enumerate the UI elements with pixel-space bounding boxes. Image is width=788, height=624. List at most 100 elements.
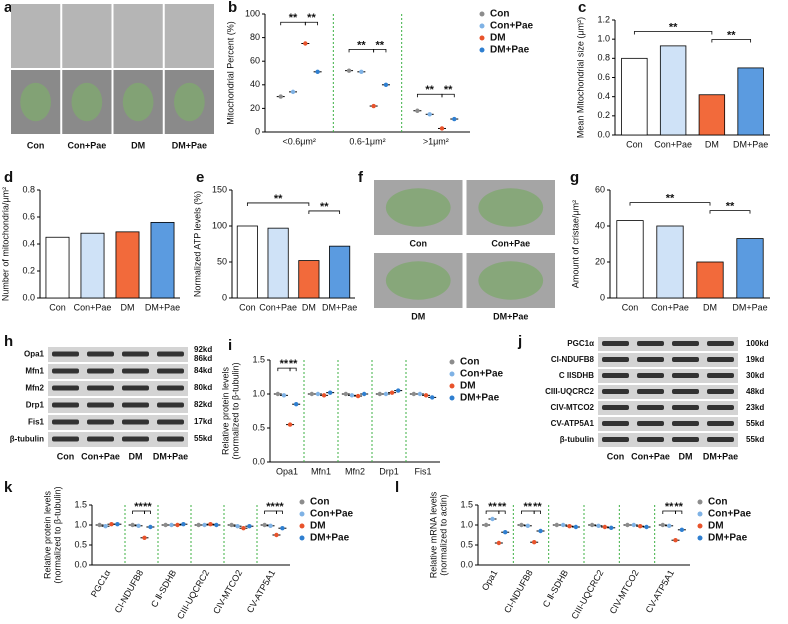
y-tick-label: 0.8 xyxy=(597,53,610,63)
blot-size: 48kd xyxy=(746,387,764,396)
blot-band xyxy=(637,373,664,378)
blot-size: 55kd xyxy=(194,434,212,443)
mean-dot xyxy=(452,116,457,122)
legend-marker xyxy=(697,523,703,529)
blot-band xyxy=(52,419,79,425)
mean-dot xyxy=(169,522,174,528)
y-tick-label: 0.0 xyxy=(460,559,473,569)
x-tick-label: Opa1 xyxy=(480,568,500,592)
y-tick-label: 0 xyxy=(600,292,605,302)
sig-bracket xyxy=(308,210,341,214)
mean-dot xyxy=(349,393,355,398)
y-axis-label: Mitochondrial Percent (%) xyxy=(225,21,235,125)
y-axis-label: Amount of cristae/μm² xyxy=(570,200,580,288)
blot-size: 82kd xyxy=(194,400,212,409)
sig-label: ** xyxy=(357,39,366,51)
blot-name: PGC1α xyxy=(567,339,594,348)
sig-bracket xyxy=(709,210,751,214)
blot-band xyxy=(87,368,114,374)
y-tick-label: 0.2 xyxy=(22,265,35,275)
mito-overlay xyxy=(71,82,103,122)
mean-dot xyxy=(136,523,141,528)
blot-band xyxy=(637,437,664,442)
y-tick-label: 60 xyxy=(595,184,605,194)
x-tick-label: 0.6-1μm² xyxy=(349,136,385,146)
mean-dot xyxy=(531,540,537,545)
y-axis-label: Relative protein levels xyxy=(220,366,230,455)
mean-dot xyxy=(411,391,417,397)
blot-strip xyxy=(48,364,188,379)
mean-dot xyxy=(346,68,352,73)
sig-label: ** xyxy=(274,193,283,205)
blot-band xyxy=(672,421,699,426)
sig-bracket xyxy=(711,39,752,43)
legend-marker xyxy=(479,23,485,29)
legend-label: Con xyxy=(460,357,479,368)
blot-band xyxy=(672,389,699,394)
blot-name: C IISDHB xyxy=(559,371,594,380)
blot-size: 100kd xyxy=(746,339,769,348)
mean-dot xyxy=(315,391,321,397)
mean-dot xyxy=(496,540,502,546)
mean-dot xyxy=(109,522,114,527)
mean-dot xyxy=(625,522,630,528)
mean-dot xyxy=(573,524,579,530)
mean-dot xyxy=(274,532,279,538)
mean-dot xyxy=(359,69,364,75)
blot-band xyxy=(602,341,629,346)
blot-strip xyxy=(598,353,738,367)
bar xyxy=(698,94,726,136)
mean-dot xyxy=(280,526,285,531)
mean-dot xyxy=(560,522,566,528)
mean-dot xyxy=(97,522,102,528)
sig-label: ** xyxy=(425,84,434,96)
x-tick-label: DM xyxy=(302,302,316,312)
lane-label: DM xyxy=(129,451,143,461)
legend-marker xyxy=(449,359,455,365)
blot-band xyxy=(52,402,79,408)
blot-size: 55kd xyxy=(746,435,764,444)
image-label: DM+Pae xyxy=(493,311,528,321)
mean-dot xyxy=(142,535,147,540)
mean-dot xyxy=(163,522,168,528)
blot-band xyxy=(672,341,699,346)
sig-label: ** xyxy=(266,501,275,513)
y-tick-label: 0 xyxy=(255,126,260,136)
legend-label: Con+Pae xyxy=(490,21,534,32)
blot-strip xyxy=(598,385,738,399)
panel-label: e xyxy=(196,169,204,186)
blot-size: 30kd xyxy=(746,371,764,380)
legend-marker xyxy=(697,535,703,541)
blot-size: 86kd xyxy=(194,354,212,363)
x-tick-label: >1μm² xyxy=(423,136,449,146)
x-tick-label: DM xyxy=(703,302,717,312)
blot-band xyxy=(707,421,734,426)
mean-dot xyxy=(389,390,395,395)
mean-dot xyxy=(278,94,283,99)
y-tick-label: 0.0 xyxy=(22,292,35,302)
blot-band xyxy=(707,357,734,362)
x-tick-label: CIV-MTCO2 xyxy=(211,568,244,615)
blot-strip xyxy=(598,433,738,447)
lane-label: DM xyxy=(679,451,693,461)
mean-dot xyxy=(596,523,601,528)
y-tick-label: 1.0 xyxy=(74,519,87,529)
blot-name: CIV-MTCO2 xyxy=(550,403,594,412)
bar xyxy=(736,238,764,299)
mean-dot xyxy=(275,391,281,397)
blot-size: 23kd xyxy=(746,403,764,412)
legend-label: Con+Pae xyxy=(460,369,504,380)
x-tick-label: PGC1α xyxy=(89,568,113,599)
blot-strip xyxy=(48,381,188,396)
x-tick-label: Con xyxy=(626,139,643,149)
y-axis-label: Relative protein levels xyxy=(42,490,52,579)
blot-name: Opa1 xyxy=(24,350,45,359)
blot-band xyxy=(87,436,114,442)
x-tick-label: CI-NDUFB8 xyxy=(113,568,146,615)
blot-size: 84kd xyxy=(194,366,212,375)
bar xyxy=(267,227,289,299)
sig-label: ** xyxy=(444,84,453,96)
x-tick-label: C Ⅱ-SDHB xyxy=(541,568,570,609)
y-tick-label: 1.0 xyxy=(252,388,265,398)
mean-dot xyxy=(637,524,643,529)
